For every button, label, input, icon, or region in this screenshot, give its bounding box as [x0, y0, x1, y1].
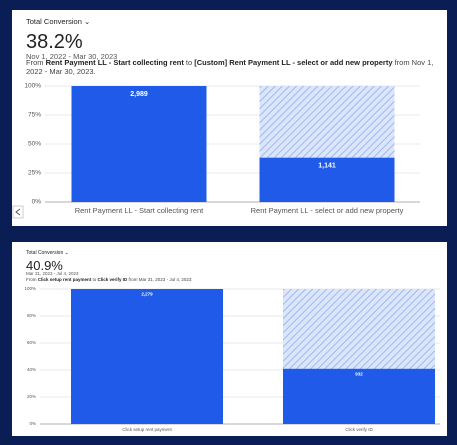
- x-tick-label: Click setup rent payment: [122, 427, 172, 432]
- step-name: Rent Payment LL - Start collecting rent: [45, 58, 184, 67]
- y-tick-label: 40%: [27, 367, 36, 372]
- y-tick-label: 25%: [28, 170, 41, 177]
- y-tick-label: 20%: [27, 394, 36, 399]
- description-text: From: [26, 277, 38, 282]
- y-tick-label: 75%: [28, 112, 41, 119]
- description-text: From: [26, 58, 46, 67]
- y-tick-label: 0%: [32, 199, 42, 206]
- description-text: from Mar 31, 2023 - Jul 4, 2023: [127, 277, 192, 282]
- description-text: to: [91, 277, 98, 282]
- x-tick-label: Rent Payment LL - Start collecting rent: [75, 206, 204, 215]
- y-tick-label: 100%: [24, 83, 41, 90]
- date-range: Nov 1, 2022 - Mar 30, 2023: [26, 52, 118, 61]
- description-text: from Nov 1, 2022 - Mar 30, 2023.: [26, 58, 434, 76]
- metric-selector[interactable]: Total Conversion ⌄: [26, 250, 69, 256]
- metric-selector[interactable]: Total Conversion ⌄: [26, 17, 91, 26]
- headline: 38.2%: [26, 31, 83, 53]
- step-name: Click setup rent payment: [37, 277, 92, 282]
- y-tick-label: 80%: [27, 313, 36, 318]
- bar-count-label: 2,989: [130, 91, 148, 98]
- bar-count-label: 2,279: [141, 292, 153, 297]
- description: From Click setup rent payment to Click v…: [26, 277, 446, 282]
- step-name: Click verify ID: [97, 277, 128, 282]
- bar-count-label: 932: [355, 371, 363, 376]
- description-text: to: [183, 58, 195, 67]
- bar: [71, 86, 207, 202]
- bar: [283, 368, 435, 424]
- date-range: Mar 31, 2023 - Jul 4, 2023: [26, 271, 79, 276]
- y-tick-label: 100%: [24, 286, 36, 291]
- y-tick-label: 0%: [29, 421, 36, 426]
- step-name: [Custom] Rent Payment LL - select or add…: [194, 58, 393, 67]
- bar-count-label: 1,141: [318, 163, 336, 170]
- bar: [71, 289, 223, 424]
- description: From Rent Payment LL - Start collecting …: [26, 58, 444, 76]
- x-tick-label: Click verify ID: [345, 427, 373, 432]
- x-tick-label: Rent Payment LL - select or add new prop…: [251, 206, 404, 215]
- headline: 40.9%: [26, 258, 63, 273]
- y-tick-label: 60%: [27, 340, 36, 345]
- bar: [259, 157, 395, 202]
- y-tick-label: 50%: [28, 141, 41, 148]
- arrow-icon: [15, 208, 21, 216]
- scroll-left-button[interactable]: [12, 205, 24, 219]
